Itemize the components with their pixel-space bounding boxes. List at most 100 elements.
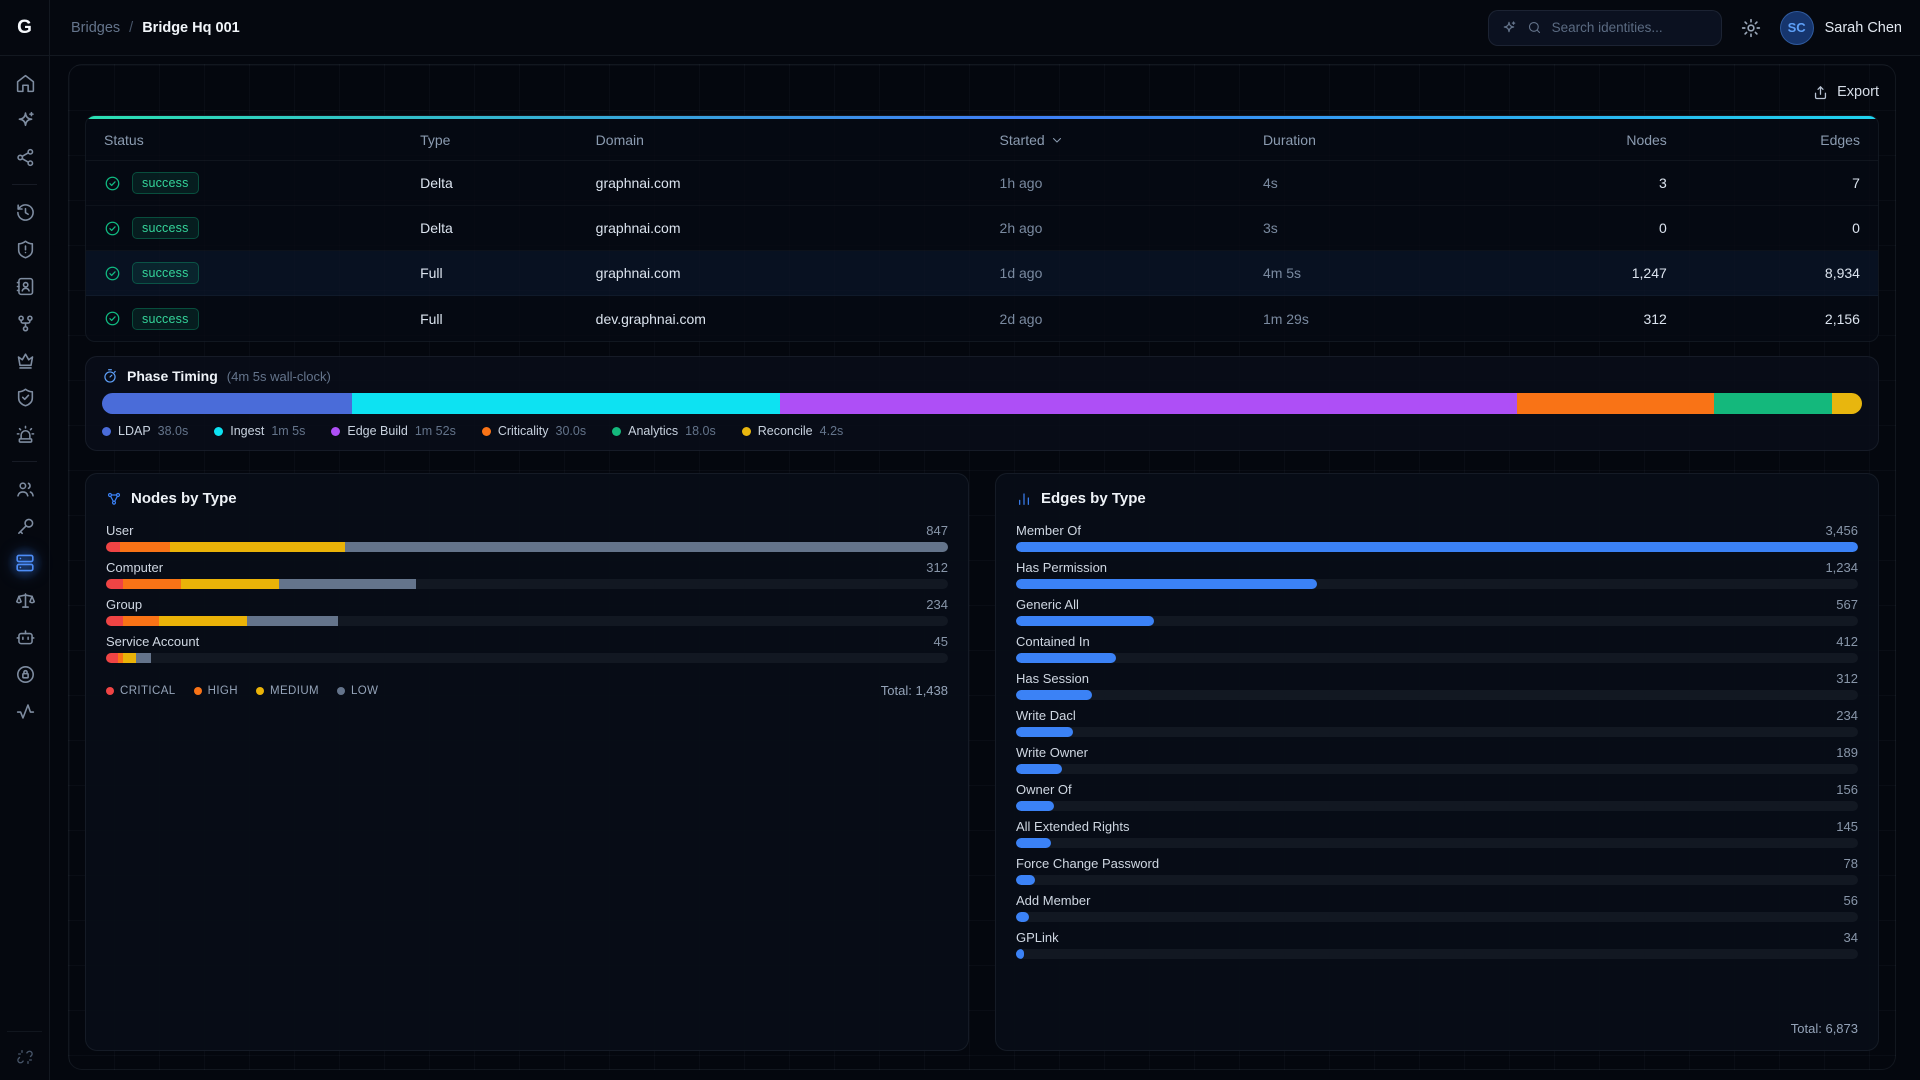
robot-icon: [15, 627, 36, 648]
nodes-panel-header: Nodes by Type: [106, 490, 948, 507]
column-header-started[interactable]: Started: [1000, 132, 1263, 148]
sidebar-item-activity[interactable]: [0, 693, 50, 729]
column-header-nodes[interactable]: Nodes: [1626, 131, 1667, 148]
edge-type-value: 189: [1836, 745, 1858, 760]
status-badge: success: [132, 172, 199, 194]
activity-icon: [15, 701, 36, 722]
phase-legend-label: LDAP: [118, 424, 151, 438]
user-menu[interactable]: SC Sarah Chen: [1779, 10, 1902, 45]
column-header-duration[interactable]: Duration: [1262, 131, 1316, 148]
column-header-edges[interactable]: Edges: [1820, 131, 1860, 148]
phase-legend-item: Criticality 30.0s: [481, 424, 587, 438]
sidebar-item-graph-network[interactable]: [0, 139, 50, 175]
breadcrumb-separator: /: [129, 19, 134, 36]
sidebar-item-sparkles[interactable]: [0, 102, 50, 138]
table-row[interactable]: success Delta graphnai.com 2h ago 3s 0 0: [86, 206, 1878, 251]
phase-legend-time: 30.0s: [555, 424, 587, 438]
search-input[interactable]: [1551, 20, 1709, 35]
sparkles-icon: [1501, 20, 1517, 36]
check-circle-icon: [104, 310, 121, 327]
table-row[interactable]: success Full dev.graphnai.com 2d ago 1m 29s 3…: [86, 296, 1878, 341]
app-logo: G: [0, 0, 50, 55]
sidebar-item-lock[interactable]: [0, 656, 50, 692]
lock-icon: [15, 664, 36, 685]
edges-cell: 2,156: [1824, 310, 1860, 327]
sidebar-item-history[interactable]: [0, 194, 50, 230]
gear-icon[interactable]: [1740, 17, 1762, 39]
logo-text: G: [17, 16, 32, 38]
sidebar-item-robot[interactable]: [0, 619, 50, 655]
severity-segment-critical: [106, 579, 123, 589]
topbar-right: SC Sarah Chen: [1487, 9, 1920, 46]
status-cell: success: [104, 307, 420, 330]
started-cell: 1d ago: [999, 265, 1043, 281]
node-type-row: Service Account 45: [106, 634, 948, 663]
topbar: G Bridges / Bridge Hq 001 SC Sarah Chen: [0, 0, 1920, 56]
severity-segment-critical: [106, 653, 118, 663]
runs-table: Status Type Domain Started Duration Node…: [85, 115, 1879, 342]
sidebar-item-shield-check[interactable]: [0, 379, 50, 415]
edge-type-label-row: Write Dacl 234: [1016, 708, 1858, 723]
search-box[interactable]: [1487, 9, 1722, 46]
sidebar-item-siren[interactable]: [0, 416, 50, 452]
table-row[interactable]: success Full graphnai.com 1d ago 4m 5s 1,247 8…: [86, 251, 1878, 296]
edge-type-bar: [1016, 838, 1858, 848]
severity-legend-label: MEDIUM: [269, 684, 320, 697]
table-row[interactable]: success Delta graphnai.com 1h ago 4s 3 7: [86, 161, 1878, 206]
sidebar-item-key[interactable]: [0, 508, 50, 544]
check-circle-icon: [104, 265, 121, 282]
edge-type-fill: [1016, 579, 1317, 589]
sidebar-divider: [12, 184, 37, 185]
edge-type-fill: [1016, 949, 1025, 959]
nodes-cell: 3: [1659, 175, 1667, 191]
edge-type-bar: [1016, 949, 1858, 959]
column-header-status[interactable]: Status: [104, 131, 144, 148]
sidebar-item-data-servers[interactable]: [0, 545, 50, 581]
phase-legend-dot: [481, 426, 491, 436]
status-cell: success: [104, 262, 420, 284]
nodes-cell: 0: [1659, 220, 1667, 236]
node-type-bar: [106, 616, 948, 626]
started-cell: 2d ago: [999, 310, 1043, 327]
contact-book-icon: [15, 276, 36, 297]
type-cell: Delta: [420, 175, 453, 191]
nodes-graph-icon: [106, 491, 122, 507]
edge-type-label: Force Change Password: [1016, 856, 1160, 871]
timer-icon: [102, 368, 118, 384]
avatar[interactable]: SC: [1779, 10, 1814, 45]
edge-type-label: Owner Of: [1016, 782, 1072, 797]
edge-type-value: 234: [1836, 708, 1858, 723]
sidebar-item-contact-book[interactable]: [0, 268, 50, 304]
sidebar-item-users[interactable]: [0, 471, 50, 507]
phase-legend-item: Reconcile 4.2s: [741, 424, 844, 438]
sidebar-item-unlink[interactable]: [7, 1043, 42, 1071]
phase-legend-time: 38.0s: [157, 424, 189, 438]
column-header-type[interactable]: Type: [420, 131, 451, 148]
sidebar-item-crown[interactable]: [0, 342, 50, 378]
edge-type-bar: [1016, 727, 1858, 737]
severity-segment-high: [122, 616, 160, 626]
breadcrumb-parent[interactable]: Bridges: [71, 19, 121, 36]
users-icon: [15, 479, 36, 500]
edge-type-value: 312: [1836, 671, 1858, 686]
edge-type-row: Write Dacl 234: [1016, 708, 1858, 737]
sidebar-item-home[interactable]: [0, 65, 50, 101]
export-button[interactable]: Export: [1812, 84, 1879, 101]
graph-network-icon: [15, 147, 36, 168]
sidebar-item-scale[interactable]: [0, 582, 50, 618]
type-cell: Full: [420, 310, 443, 327]
severity-legend-item: LOW: [337, 685, 378, 697]
phase-legend-item: Edge Build 1m 52s: [331, 424, 456, 438]
duration-cell: 4m 5s: [1262, 265, 1302, 281]
phase-segment: [351, 393, 780, 414]
sidebar: [0, 56, 50, 1080]
chevron-down-icon: [1050, 133, 1064, 147]
sidebar-item-git-fork[interactable]: [0, 305, 50, 341]
duration-cell: 1m 29s: [1262, 310, 1309, 327]
column-header-domain[interactable]: Domain: [595, 131, 644, 148]
node-type-value: 45: [933, 634, 948, 649]
edge-type-row: GPLink 34: [1016, 930, 1858, 959]
sidebar-item-shield-alert[interactable]: [0, 231, 50, 267]
phase-legend-time: 4.2s: [819, 424, 844, 438]
node-type-value: 234: [926, 597, 948, 612]
